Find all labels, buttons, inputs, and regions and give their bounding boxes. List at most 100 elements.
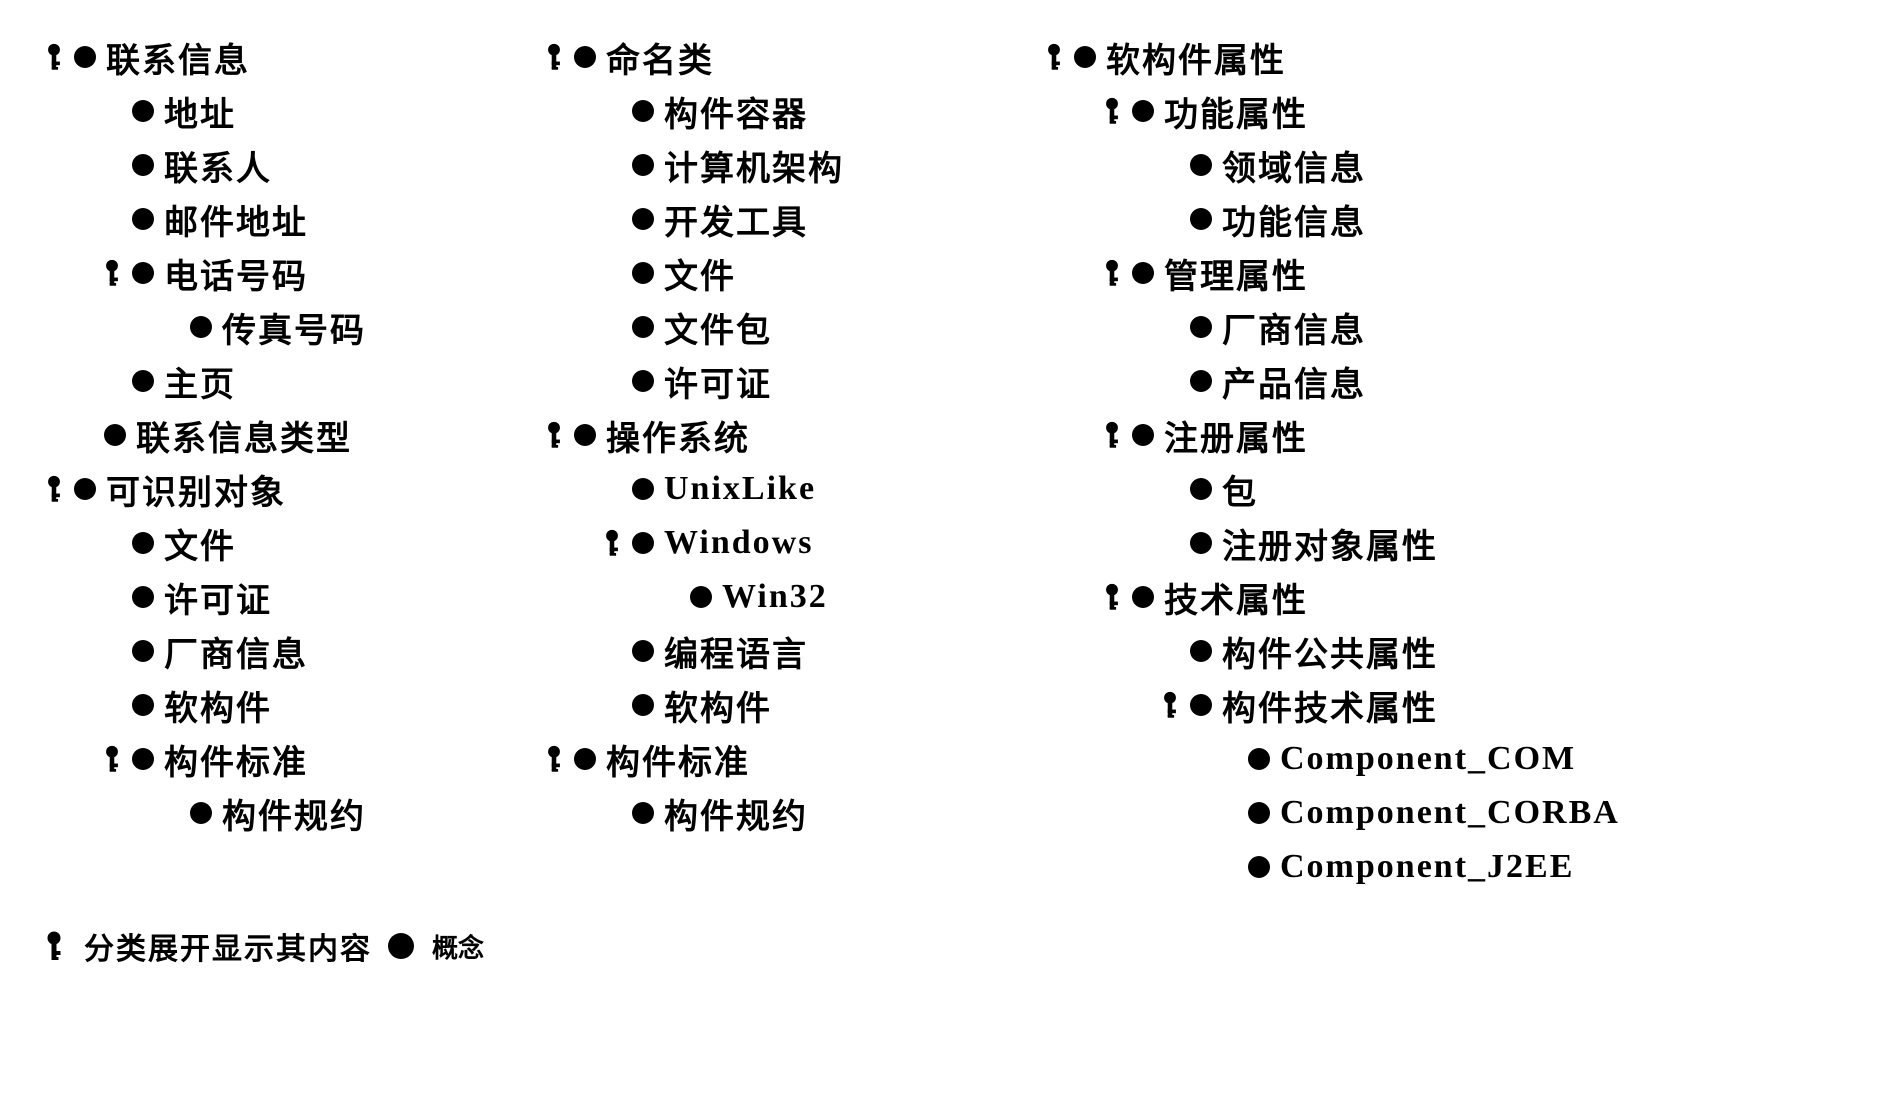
bullet-icon <box>1126 262 1160 284</box>
bullet-icon <box>626 532 660 554</box>
tree-node[interactable]: 联系信息类型 <box>40 408 480 462</box>
tree-node-label: 构件规约 <box>660 789 808 838</box>
tree-node[interactable]: 命名类 <box>540 30 980 84</box>
tree-node-label: 命名类 <box>602 33 714 82</box>
tree-node[interactable]: 文件 <box>540 246 980 300</box>
tree-node[interactable]: 联系信息 <box>40 30 480 84</box>
tree-node[interactable]: Windows <box>540 516 980 570</box>
tree-node-label: 厂商信息 <box>160 627 308 676</box>
tree-node[interactable]: 注册属性 <box>1040 408 1660 462</box>
key-icon <box>98 745 126 773</box>
tree-node[interactable]: 文件 <box>40 516 480 570</box>
tree-node[interactable]: 许可证 <box>40 570 480 624</box>
tree-node[interactable]: 管理属性 <box>1040 246 1660 300</box>
bullet-icon <box>126 532 160 554</box>
bullet-icon <box>1184 532 1218 554</box>
tree-node-label: 许可证 <box>160 573 272 622</box>
tree-node[interactable]: 软构件 <box>40 678 480 732</box>
tree-column-3: 软构件属性功能属性领域信息功能信息管理属性厂商信息产品信息注册属性包注册对象属性… <box>1040 30 1660 894</box>
bullet-icon <box>184 802 218 824</box>
key-icon <box>1098 259 1126 287</box>
tree-node[interactable]: 厂商信息 <box>1040 300 1660 354</box>
tree-node-label: 联系人 <box>160 141 272 190</box>
tree-node[interactable]: 联系人 <box>40 138 480 192</box>
tree-node[interactable]: 构件容器 <box>540 84 980 138</box>
tree-node[interactable]: 计算机架构 <box>540 138 980 192</box>
bullet-icon <box>384 933 418 959</box>
tree-node[interactable]: 地址 <box>40 84 480 138</box>
tree-node[interactable]: 操作系统 <box>540 408 980 462</box>
key-icon <box>40 931 68 961</box>
tree-node-label: 联系信息 <box>102 33 250 82</box>
bullet-icon <box>626 262 660 284</box>
tree-node[interactable]: 构件技术属性 <box>1040 678 1660 732</box>
bullet-icon <box>126 100 160 122</box>
tree-node[interactable]: 传真号码 <box>40 300 480 354</box>
key-icon <box>1156 691 1184 719</box>
tree-node[interactable]: 功能信息 <box>1040 192 1660 246</box>
tree-node-label: Component_CORBA <box>1276 794 1620 832</box>
bullet-icon <box>1184 370 1218 392</box>
key-icon <box>98 259 126 287</box>
tree-node[interactable]: Component_COM <box>1040 732 1660 786</box>
tree-node[interactable]: 领域信息 <box>1040 138 1660 192</box>
tree-node-label: 构件技术属性 <box>1218 681 1438 730</box>
tree-node-label: 软构件属性 <box>1102 33 1286 82</box>
tree-node-label: 编程语言 <box>660 627 808 676</box>
tree-node[interactable]: 厂商信息 <box>40 624 480 678</box>
bullet-icon <box>126 154 160 176</box>
tree-node[interactable]: Component_CORBA <box>1040 786 1660 840</box>
tree-node[interactable]: Component_J2EE <box>1040 840 1660 894</box>
tree-node[interactable]: 包 <box>1040 462 1660 516</box>
tree-node[interactable]: Win32 <box>540 570 980 624</box>
bullet-icon <box>626 694 660 716</box>
tree-node[interactable]: 编程语言 <box>540 624 980 678</box>
bullet-icon <box>1184 694 1218 716</box>
tree-node-label: 传真号码 <box>218 303 366 352</box>
tree-node-label: 构件标准 <box>160 735 308 784</box>
tree-node[interactable]: 电话号码 <box>40 246 480 300</box>
legend-key-label: 分类展开显示其内容 <box>80 924 372 968</box>
tree-node[interactable]: 构件规约 <box>540 786 980 840</box>
tree-node-label: 构件公共属性 <box>1218 627 1438 676</box>
tree-node[interactable]: 产品信息 <box>1040 354 1660 408</box>
tree-node[interactable]: 构件规约 <box>40 786 480 840</box>
tree-node[interactable]: 技术属性 <box>1040 570 1660 624</box>
tree-node[interactable]: 开发工具 <box>540 192 980 246</box>
key-icon <box>540 43 568 71</box>
tree-node[interactable]: 主页 <box>40 354 480 408</box>
tree-node-label: 注册属性 <box>1160 411 1308 460</box>
tree-node[interactable]: 软构件 <box>540 678 980 732</box>
tree-node[interactable]: 注册对象属性 <box>1040 516 1660 570</box>
tree-node-label: 电话号码 <box>160 249 308 298</box>
bullet-icon <box>1184 208 1218 230</box>
bullet-icon <box>626 316 660 338</box>
legend-bullet-label: 概念 <box>430 928 484 965</box>
tree-node-label: 注册对象属性 <box>1218 519 1438 568</box>
tree-node[interactable]: 软构件属性 <box>1040 30 1660 84</box>
key-icon <box>1040 43 1068 71</box>
tree-node[interactable]: 构件标准 <box>540 732 980 786</box>
tree-node[interactable]: 功能属性 <box>1040 84 1660 138</box>
tree-node[interactable]: 构件公共属性 <box>1040 624 1660 678</box>
bullet-icon <box>126 262 160 284</box>
tree-node-label: 厂商信息 <box>1218 303 1366 352</box>
tree-node-label: 计算机架构 <box>660 141 844 190</box>
tree-node[interactable]: 构件标准 <box>40 732 480 786</box>
tree-node-label: 构件标准 <box>602 735 750 784</box>
tree-node[interactable]: 文件包 <box>540 300 980 354</box>
tree-node[interactable]: 许可证 <box>540 354 980 408</box>
tree-column-2: 命名类构件容器计算机架构开发工具文件文件包许可证操作系统UnixLikeWind… <box>540 30 980 840</box>
bullet-icon <box>568 46 602 68</box>
bullet-icon <box>68 46 102 68</box>
key-icon <box>40 475 68 503</box>
tree-node[interactable]: UnixLike <box>540 462 980 516</box>
tree-node-label: 主页 <box>160 357 236 406</box>
tree-node[interactable]: 邮件地址 <box>40 192 480 246</box>
key-icon <box>1098 97 1126 125</box>
bullet-icon <box>68 478 102 500</box>
tree-node[interactable]: 可识别对象 <box>40 462 480 516</box>
tree-node-label: 管理属性 <box>1160 249 1308 298</box>
tree-node-label: 可识别对象 <box>102 465 286 514</box>
bullet-icon <box>626 100 660 122</box>
